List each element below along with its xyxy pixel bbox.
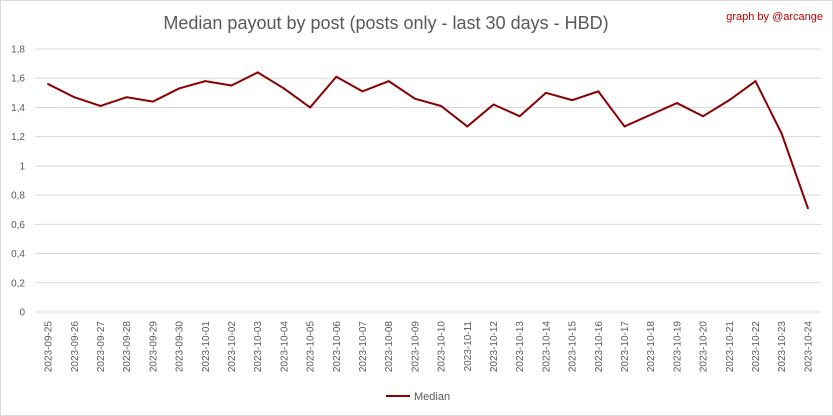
x-tick-label: 2023-09-27	[96, 321, 107, 373]
data-point	[544, 91, 547, 94]
data-point	[99, 104, 102, 107]
x-tick-label: 2023-10-20	[699, 321, 710, 373]
data-point	[413, 97, 416, 100]
chart-title: Median payout by post (posts only - last…	[163, 13, 608, 33]
x-tick-label: 2023-10-16	[594, 321, 605, 373]
x-tick-label: 2023-10-23	[777, 321, 788, 373]
y-tick-label: 0,6	[11, 220, 25, 231]
x-tick-label: 2023-10-09	[410, 321, 421, 373]
x-tick-label: 2023-10-22	[751, 321, 762, 373]
x-tick-label: 2023-10-06	[332, 321, 343, 373]
data-point	[597, 90, 600, 93]
data-point	[675, 102, 678, 105]
x-tick-label: 2023-10-10	[437, 321, 448, 373]
y-tick-label: 1,4	[11, 103, 25, 114]
data-point	[440, 104, 443, 107]
data-point	[230, 84, 233, 87]
x-tick-label: 2023-10-15	[568, 321, 579, 373]
x-tick-label: 2023-10-18	[646, 321, 657, 373]
x-axis-ticks: 2023-09-25 2023-09-26 2023-09-27 2023-09-28…	[44, 321, 815, 373]
x-tick-label: 2023-10-07	[358, 321, 369, 373]
legend: Median	[386, 391, 450, 403]
data-point	[728, 99, 731, 102]
y-tick-label: 0,2	[11, 278, 25, 289]
x-tick-label: 2023-10-21	[725, 321, 736, 373]
x-tick-label: 2023-10-19	[672, 321, 683, 373]
y-tick-label: 1,6	[11, 74, 25, 85]
chart-credit: graph by @arcange	[726, 11, 823, 23]
grid-lines	[35, 48, 821, 313]
y-tick-label: 0	[19, 308, 25, 319]
x-tick-label: 2023-10-04	[279, 321, 290, 373]
x-tick-label: 2023-10-08	[384, 321, 395, 373]
x-tick-label: 2023-10-05	[306, 321, 317, 373]
y-axis-ticks: 0 0,2 0,4 0,6 0,8 1 1,2 1,4 1,6 1,8	[11, 45, 25, 319]
data-point	[702, 115, 705, 118]
y-tick-label: 1	[19, 161, 25, 172]
data-point	[151, 100, 154, 103]
data-point	[571, 99, 574, 102]
data-point	[518, 115, 521, 118]
x-tick-label: 2023-10-11	[463, 321, 474, 372]
data-point	[623, 125, 626, 128]
data-point	[780, 132, 783, 135]
data-point	[806, 207, 809, 210]
data-point	[204, 80, 207, 83]
series-layer	[47, 71, 809, 210]
x-tick-label: 2023-10-14	[541, 321, 552, 373]
x-tick-label: 2023-09-28	[122, 321, 133, 373]
data-point	[335, 75, 338, 78]
data-point	[492, 103, 495, 106]
data-point	[125, 96, 128, 99]
y-tick-label: 1,8	[11, 45, 25, 56]
data-point	[256, 71, 259, 74]
x-tick-label: 2023-09-26	[70, 321, 81, 373]
x-tick-label: 2023-10-24	[803, 321, 814, 373]
data-point	[47, 83, 50, 86]
data-point	[73, 96, 76, 99]
x-tick-label: 2023-09-29	[148, 321, 159, 373]
x-tick-label: 2023-10-12	[489, 321, 500, 373]
x-tick-label: 2023-10-13	[515, 321, 526, 373]
data-point	[309, 106, 312, 109]
data-point	[282, 87, 285, 90]
data-point	[754, 80, 757, 83]
data-point	[361, 90, 364, 93]
x-tick-label: 2023-10-01	[201, 321, 212, 373]
x-tick-label: 2023-10-17	[620, 321, 631, 373]
series-line-median	[47, 71, 809, 209]
x-tick-label: 2023-10-02	[227, 321, 238, 373]
legend-label: Median	[414, 391, 450, 403]
x-tick-label: 2023-09-30	[175, 321, 186, 373]
y-tick-label: 0,4	[11, 249, 25, 260]
x-tick-label: 2023-09-25	[44, 321, 55, 373]
data-point	[387, 80, 390, 83]
y-tick-label: 0,8	[11, 191, 25, 202]
data-point	[649, 113, 652, 116]
data-point	[466, 125, 469, 128]
x-tick-label: 2023-10-03	[253, 321, 264, 373]
y-tick-label: 1,2	[11, 132, 25, 143]
data-point	[178, 87, 181, 90]
